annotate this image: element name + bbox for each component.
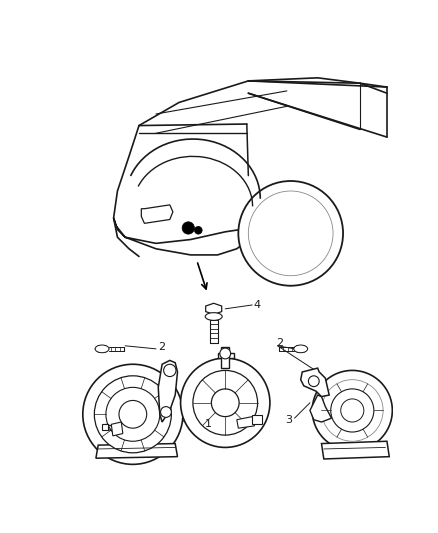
Polygon shape: [102, 424, 108, 431]
Circle shape: [312, 370, 392, 450]
Polygon shape: [321, 441, 389, 459]
Text: 4: 4: [254, 300, 261, 310]
Circle shape: [308, 376, 319, 386]
Polygon shape: [237, 417, 254, 428]
Ellipse shape: [205, 313, 222, 320]
Text: 2: 2: [158, 342, 166, 352]
Polygon shape: [218, 348, 234, 358]
Circle shape: [164, 364, 176, 377]
Text: 2: 2: [276, 338, 283, 348]
Circle shape: [194, 227, 202, 234]
Polygon shape: [96, 443, 177, 458]
Circle shape: [331, 389, 374, 432]
Circle shape: [193, 370, 258, 435]
Circle shape: [106, 387, 160, 441]
Circle shape: [119, 400, 147, 428]
Ellipse shape: [294, 345, 307, 353]
Polygon shape: [206, 303, 222, 314]
Circle shape: [220, 348, 231, 359]
Polygon shape: [310, 395, 332, 422]
Circle shape: [83, 364, 183, 464]
Circle shape: [238, 181, 343, 286]
Circle shape: [182, 222, 194, 234]
Polygon shape: [141, 205, 173, 223]
Circle shape: [248, 191, 333, 276]
Circle shape: [180, 358, 270, 447]
Ellipse shape: [95, 345, 109, 353]
Text: 1: 1: [205, 419, 212, 429]
Polygon shape: [294, 345, 307, 352]
Circle shape: [94, 376, 171, 453]
Text: 3: 3: [285, 415, 292, 425]
Polygon shape: [221, 353, 229, 368]
Polygon shape: [111, 422, 123, 436]
Polygon shape: [301, 368, 329, 397]
Circle shape: [212, 389, 239, 417]
Polygon shape: [158, 360, 177, 422]
Polygon shape: [113, 218, 248, 255]
Polygon shape: [252, 415, 262, 424]
Circle shape: [161, 407, 171, 417]
Circle shape: [341, 399, 364, 422]
Circle shape: [321, 379, 383, 441]
Polygon shape: [95, 345, 109, 352]
